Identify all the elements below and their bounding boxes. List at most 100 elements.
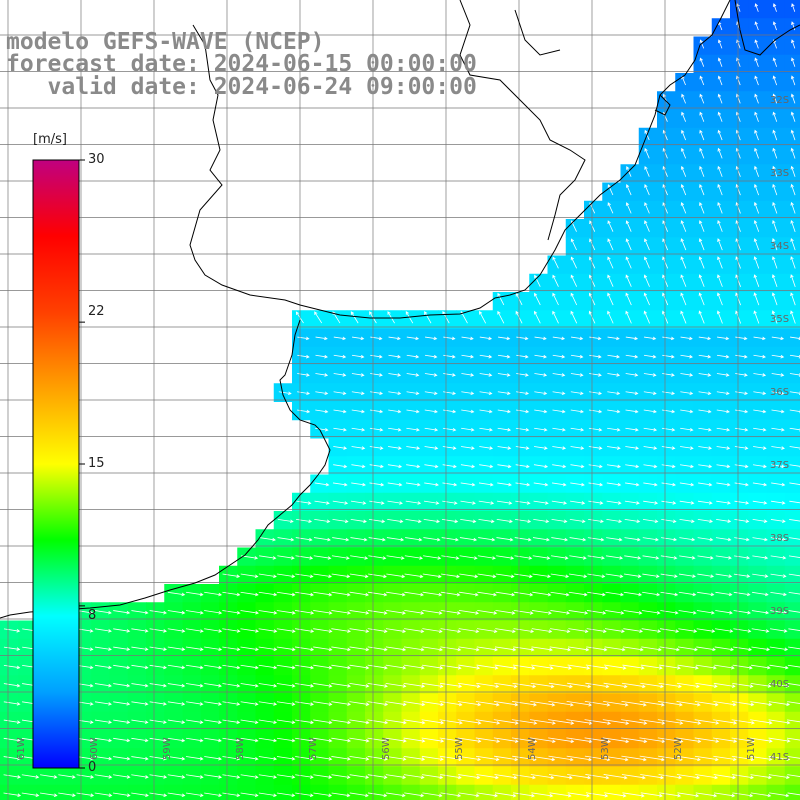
wind-arrow bbox=[386, 537, 405, 542]
wind-arrow bbox=[185, 628, 204, 633]
wind-arrow bbox=[112, 792, 131, 797]
wind-arrow bbox=[531, 664, 554, 670]
wind-arrow bbox=[276, 628, 296, 633]
wind-arrow bbox=[385, 610, 406, 615]
wind-speed-cell bbox=[784, 711, 800, 731]
wind-arrow bbox=[713, 719, 738, 725]
wind-arrow bbox=[533, 310, 541, 324]
wind-arrow bbox=[493, 701, 519, 707]
wind-arrow bbox=[529, 737, 556, 744]
wind-arrow bbox=[661, 446, 676, 450]
wind-speed-cell bbox=[547, 784, 567, 800]
wind-arrow bbox=[716, 391, 730, 395]
wind-arrow bbox=[787, 792, 800, 796]
wind-speed-cell bbox=[164, 784, 183, 800]
wind-arrow bbox=[717, 256, 723, 269]
wind-arrow bbox=[716, 373, 730, 377]
wind-arrow bbox=[495, 610, 516, 615]
wind-arrow bbox=[3, 737, 21, 743]
wind-arrow bbox=[532, 555, 551, 560]
wind-arrow bbox=[424, 391, 438, 395]
wind-arrow bbox=[423, 518, 440, 524]
wind-arrow bbox=[717, 183, 723, 196]
wind-arrow bbox=[385, 646, 407, 652]
wind-arrow bbox=[679, 519, 695, 523]
wind-arrow bbox=[734, 464, 749, 469]
wind-arrow bbox=[607, 274, 614, 287]
wind-arrow bbox=[313, 537, 331, 542]
wind-arrow bbox=[459, 573, 479, 579]
wind-arrow bbox=[644, 165, 650, 177]
wind-arrow bbox=[477, 555, 496, 560]
wind-arrow bbox=[388, 446, 402, 450]
wind-arrow bbox=[568, 646, 590, 652]
wind-arrow bbox=[750, 682, 772, 688]
lat-label: 34S bbox=[770, 241, 790, 252]
wind-arrow bbox=[550, 628, 571, 633]
wind-arrow bbox=[131, 628, 149, 633]
wind-arrow bbox=[731, 719, 755, 725]
wind-arrow bbox=[479, 354, 493, 359]
wind-arrow bbox=[570, 354, 584, 359]
wind-arrow bbox=[367, 591, 388, 597]
wind-arrow bbox=[625, 391, 639, 395]
wind-arrow bbox=[385, 701, 407, 707]
wind-arrow bbox=[698, 482, 713, 487]
wind-arrow bbox=[734, 537, 750, 542]
wind-arrow bbox=[607, 184, 614, 196]
wind-arrow bbox=[548, 737, 575, 744]
wind-arrow bbox=[113, 701, 131, 706]
wind-arrow bbox=[753, 336, 766, 341]
wind-arrow bbox=[624, 500, 640, 505]
wind-arrow bbox=[421, 755, 444, 761]
wind-arrow bbox=[443, 336, 456, 341]
wind-arrow bbox=[735, 373, 748, 377]
wind-arrow bbox=[497, 373, 511, 377]
wind-arrow bbox=[733, 573, 751, 578]
wind-arrow bbox=[698, 427, 712, 432]
wind-speed-cell bbox=[784, 200, 800, 220]
wind-arrow bbox=[586, 646, 608, 652]
title-valid-date: valid date: 2024-06-24 09:00:00 bbox=[6, 74, 477, 100]
wind-arrow bbox=[149, 701, 167, 706]
wind-arrow bbox=[276, 591, 296, 597]
wind-arrow bbox=[677, 664, 699, 670]
wind-arrow bbox=[367, 737, 389, 743]
wind-arrow bbox=[424, 310, 432, 324]
wind-arrow bbox=[658, 682, 682, 689]
wind-arrow bbox=[424, 446, 439, 450]
wind-arrow bbox=[313, 646, 333, 652]
wind-speed-cell bbox=[419, 784, 439, 800]
wind-arrow bbox=[552, 310, 559, 324]
wind-arrow bbox=[659, 792, 682, 798]
wind-arrow bbox=[551, 500, 568, 505]
wind-arrow bbox=[603, 755, 629, 762]
wind-arrow bbox=[295, 591, 314, 597]
wind-arrow bbox=[387, 500, 403, 505]
wind-arrow bbox=[570, 464, 585, 469]
wind-arrow bbox=[750, 719, 773, 725]
wind-arrow bbox=[94, 628, 112, 633]
colorbar-tick-15: 15 bbox=[88, 456, 105, 471]
lon-label: 52W bbox=[673, 737, 684, 760]
wind-arrow bbox=[697, 519, 714, 523]
wind-arrow bbox=[605, 555, 624, 560]
wind-arrow bbox=[331, 719, 352, 725]
wind-arrow bbox=[680, 238, 687, 251]
wind-arrow bbox=[186, 683, 204, 688]
wind-arrow bbox=[185, 610, 204, 615]
wind-arrow bbox=[791, 21, 796, 31]
wind-arrow bbox=[551, 518, 568, 524]
wind-speed-cell bbox=[784, 620, 800, 640]
wind-arrow bbox=[585, 774, 610, 780]
wind-arrow bbox=[716, 310, 723, 324]
wind-arrow bbox=[570, 238, 577, 251]
wind-arrow bbox=[295, 756, 314, 761]
wind-arrow bbox=[476, 682, 500, 689]
wind-arrow bbox=[752, 482, 768, 487]
wind-arrow bbox=[421, 682, 444, 688]
wind-arrow bbox=[771, 409, 785, 414]
wind-arrow bbox=[753, 219, 760, 232]
wind-arrow bbox=[568, 628, 589, 633]
wind-arrow bbox=[113, 646, 131, 651]
